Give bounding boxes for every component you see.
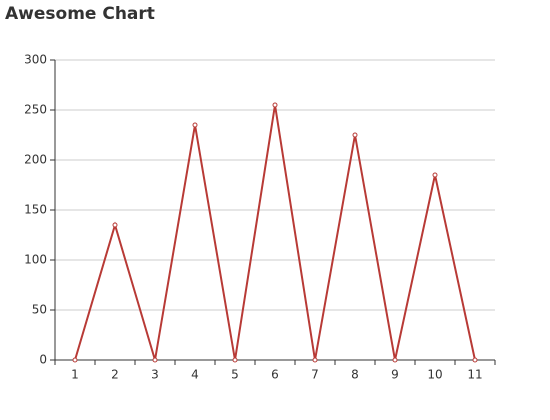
- x-tick-label: 11: [467, 368, 482, 382]
- y-tick-label: 150: [24, 203, 47, 217]
- point: [392, 357, 398, 363]
- y-tick-label: 200: [24, 153, 47, 167]
- y-tick-label: 0: [39, 353, 47, 367]
- x-tick-label: 10: [427, 368, 442, 382]
- x-tick-label: 5: [231, 368, 239, 382]
- point: [192, 122, 198, 128]
- x-tick-label: 6: [271, 368, 279, 382]
- y-tick-label: 300: [24, 53, 47, 67]
- y-tick-label: 50: [32, 303, 47, 317]
- y-tick-label: 250: [24, 103, 47, 117]
- point: [152, 357, 158, 363]
- x-tick-label: 7: [311, 368, 319, 382]
- point: [432, 172, 438, 178]
- x-tick-label: 1: [71, 368, 79, 382]
- line: [74, 104, 476, 361]
- point: [472, 357, 478, 363]
- point: [272, 102, 278, 108]
- x-tick-label: 2: [111, 368, 119, 382]
- y-tick-label: 100: [24, 253, 47, 267]
- point: [232, 357, 238, 363]
- x-tick-label: 4: [191, 368, 199, 382]
- x-tick-label: 9: [391, 368, 399, 382]
- point: [312, 357, 318, 363]
- x-tick-label: 3: [151, 368, 159, 382]
- x-tick-label: 8: [351, 368, 359, 382]
- point: [352, 132, 358, 138]
- chart-title: Awesome Chart: [5, 4, 155, 24]
- point: [112, 222, 118, 228]
- point: [72, 357, 78, 363]
